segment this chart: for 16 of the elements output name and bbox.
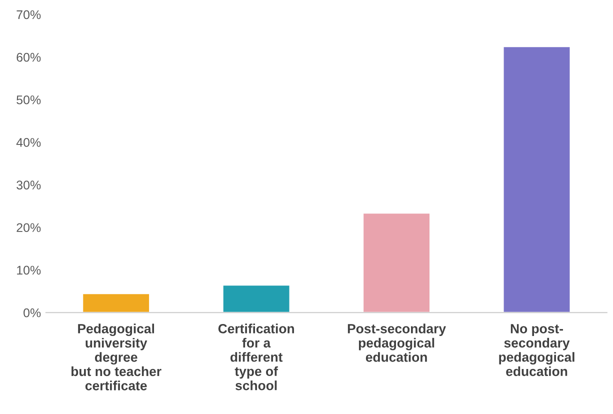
x-tick-label: Post-secondary pedagogical education bbox=[348, 324, 446, 362]
bar bbox=[362, 212, 431, 313]
bar bbox=[222, 284, 291, 313]
x-tick-label: No post- secondary pedagogical education bbox=[499, 324, 574, 376]
bar bbox=[502, 46, 572, 313]
y-tick-label: 50% bbox=[16, 95, 41, 104]
y-tick-label: 0% bbox=[24, 308, 41, 318]
y-tick-label: 70% bbox=[16, 10, 41, 20]
y-tick-label: 10% bbox=[17, 266, 41, 275]
x-tick-label: Certification for a different type of school bbox=[218, 324, 294, 390]
bar bbox=[82, 292, 150, 313]
y-tick-label: 30% bbox=[16, 180, 41, 190]
x-tick-label: Pedagogical university degree but no teacher certificate bbox=[72, 324, 162, 390]
y-tick-label: 60% bbox=[16, 52, 41, 62]
y-tick-label: 40% bbox=[16, 138, 41, 147]
y-tick-label: 20% bbox=[16, 223, 41, 232]
